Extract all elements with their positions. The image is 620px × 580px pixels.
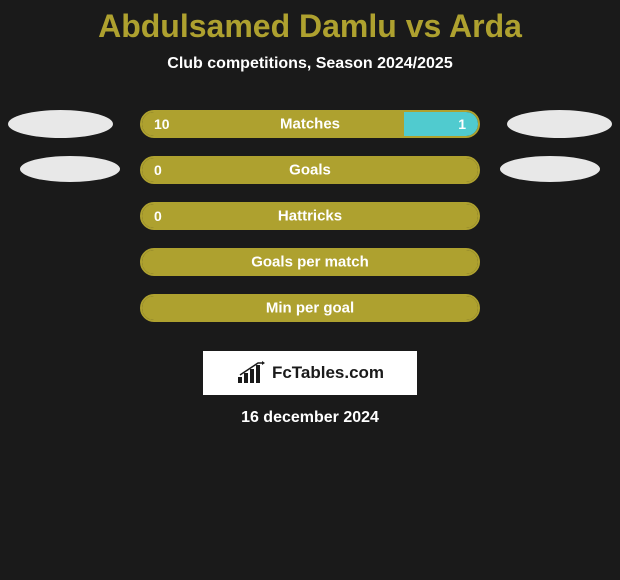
fctables-badge[interactable]: FcTables.com [203, 351, 417, 395]
stat-label: Goals [289, 162, 331, 179]
stat-row: Goals 0 [0, 147, 620, 193]
stat-label: Matches [280, 116, 340, 133]
stat-label: Hattricks [278, 208, 342, 225]
badge-text: FcTables.com [272, 363, 384, 383]
stat-value-left: 0 [154, 208, 162, 224]
bar-fill-right [404, 112, 478, 136]
date-text: 16 december 2024 [0, 409, 620, 427]
stat-row: Hattricks 0 [0, 193, 620, 239]
stat-row: Matches 10 1 [0, 101, 620, 147]
chart-icon [236, 361, 266, 385]
stat-row: Min per goal [0, 285, 620, 331]
stat-bar: Goals 0 [140, 156, 480, 184]
page-title: Abdulsamed Damlu vs Arda [0, 8, 620, 45]
stat-value-left: 0 [154, 162, 162, 178]
stat-bar: Matches 10 1 [140, 110, 480, 138]
stat-label: Min per goal [266, 300, 354, 317]
stat-bar: Goals per match [140, 248, 480, 276]
stat-bar: Hattricks 0 [140, 202, 480, 230]
subtitle: Club competitions, Season 2024/2025 [0, 55, 620, 73]
stat-bar: Min per goal [140, 294, 480, 322]
stat-row: Goals per match [0, 239, 620, 285]
bar-fill-left [142, 112, 404, 136]
stat-value-right: 1 [458, 116, 466, 132]
stat-value-left: 10 [154, 116, 170, 132]
comparison-widget: Abdulsamed Damlu vs Arda Club competitio… [0, 0, 620, 427]
stat-label: Goals per match [251, 254, 369, 271]
stats-rows: Matches 10 1 Goals 0 Hattricks 0 Goals per matc… [0, 101, 620, 331]
